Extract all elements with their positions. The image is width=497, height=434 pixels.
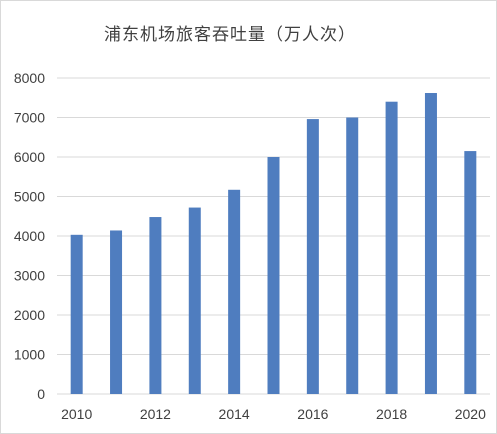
y-tick-label: 1000: [14, 347, 45, 363]
y-tick-label: 0: [37, 386, 45, 402]
y-tick-label: 6000: [14, 149, 45, 165]
bar-2013: [188, 207, 201, 394]
x-tick-label: 2014: [219, 406, 250, 422]
bar-2010: [70, 234, 83, 394]
bar-2015: [267, 157, 280, 394]
y-tick-label: 4000: [14, 228, 45, 244]
y-axis-ticks: 0 1000 2000 3000 4000 5000 6000 7000 8000: [14, 70, 45, 402]
x-axis-ticks: 2010 2012 2014 2016 2018 2020: [61, 406, 486, 422]
x-tick-label: 2016: [297, 406, 328, 422]
y-tick-label: 2000: [14, 307, 45, 323]
y-tick-label: 8000: [14, 70, 45, 86]
bar-2019: [424, 93, 437, 394]
bars: [70, 93, 477, 394]
x-tick-label: 2012: [140, 406, 171, 422]
bar-2016: [306, 119, 319, 394]
x-tick-label: 2020: [455, 406, 486, 422]
y-tick-label: 5000: [14, 189, 45, 205]
bar-2020: [464, 151, 477, 394]
bar-2017: [346, 117, 359, 394]
bar-2012: [149, 217, 162, 394]
bar-2014: [228, 189, 241, 394]
x-tick-label: 2018: [376, 406, 407, 422]
bar-2018: [385, 101, 398, 394]
y-tick-label: 3000: [14, 268, 45, 284]
x-tick-label: 2010: [61, 406, 92, 422]
y-tick-label: 7000: [14, 110, 45, 126]
bar-2011: [110, 230, 123, 394]
chart-title: 浦东机场旅客吞吐量（万人次）: [104, 25, 356, 45]
